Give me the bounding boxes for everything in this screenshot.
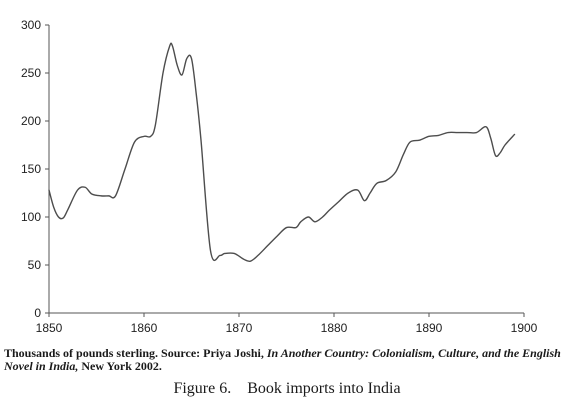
y-tick-label: 200 [21, 114, 41, 128]
x-tick-label: 1850 [36, 321, 63, 335]
figure-caption: Thousands of pounds sterling. Source: Pr… [4, 347, 570, 373]
x-tick-label: 1890 [416, 321, 443, 335]
figure-title: Figure 6. Book imports into India [0, 380, 574, 398]
x-tick-label: 1900 [511, 321, 538, 335]
caption-suffix: New York 2002. [78, 359, 162, 373]
y-tick-label: 150 [21, 162, 41, 176]
y-tick-label: 300 [21, 18, 41, 32]
y-axis: 0 50 100 150 200 250 300 [21, 18, 50, 320]
figure-number: Figure 6. [173, 380, 232, 397]
x-tick-label: 1880 [321, 321, 348, 335]
series-layer [48, 42, 516, 263]
y-tick-label: 100 [21, 210, 41, 224]
y-tick-label: 0 [34, 306, 41, 320]
series-line-book-imports [48, 42, 516, 263]
x-axis: 1850 1860 1870 1880 1890 1900 [36, 312, 538, 335]
caption-prefix: Thousands of pounds sterling. Source: Pr… [4, 346, 267, 360]
y-tick-label: 250 [21, 66, 41, 80]
figure-title-text: Book imports into India [247, 380, 401, 397]
y-tick-label: 50 [28, 258, 42, 272]
x-tick-label: 1860 [131, 321, 158, 335]
caption-book-title: In Another Country: Colonialism, Culture… [4, 346, 561, 373]
x-tick-label: 1870 [226, 321, 253, 335]
